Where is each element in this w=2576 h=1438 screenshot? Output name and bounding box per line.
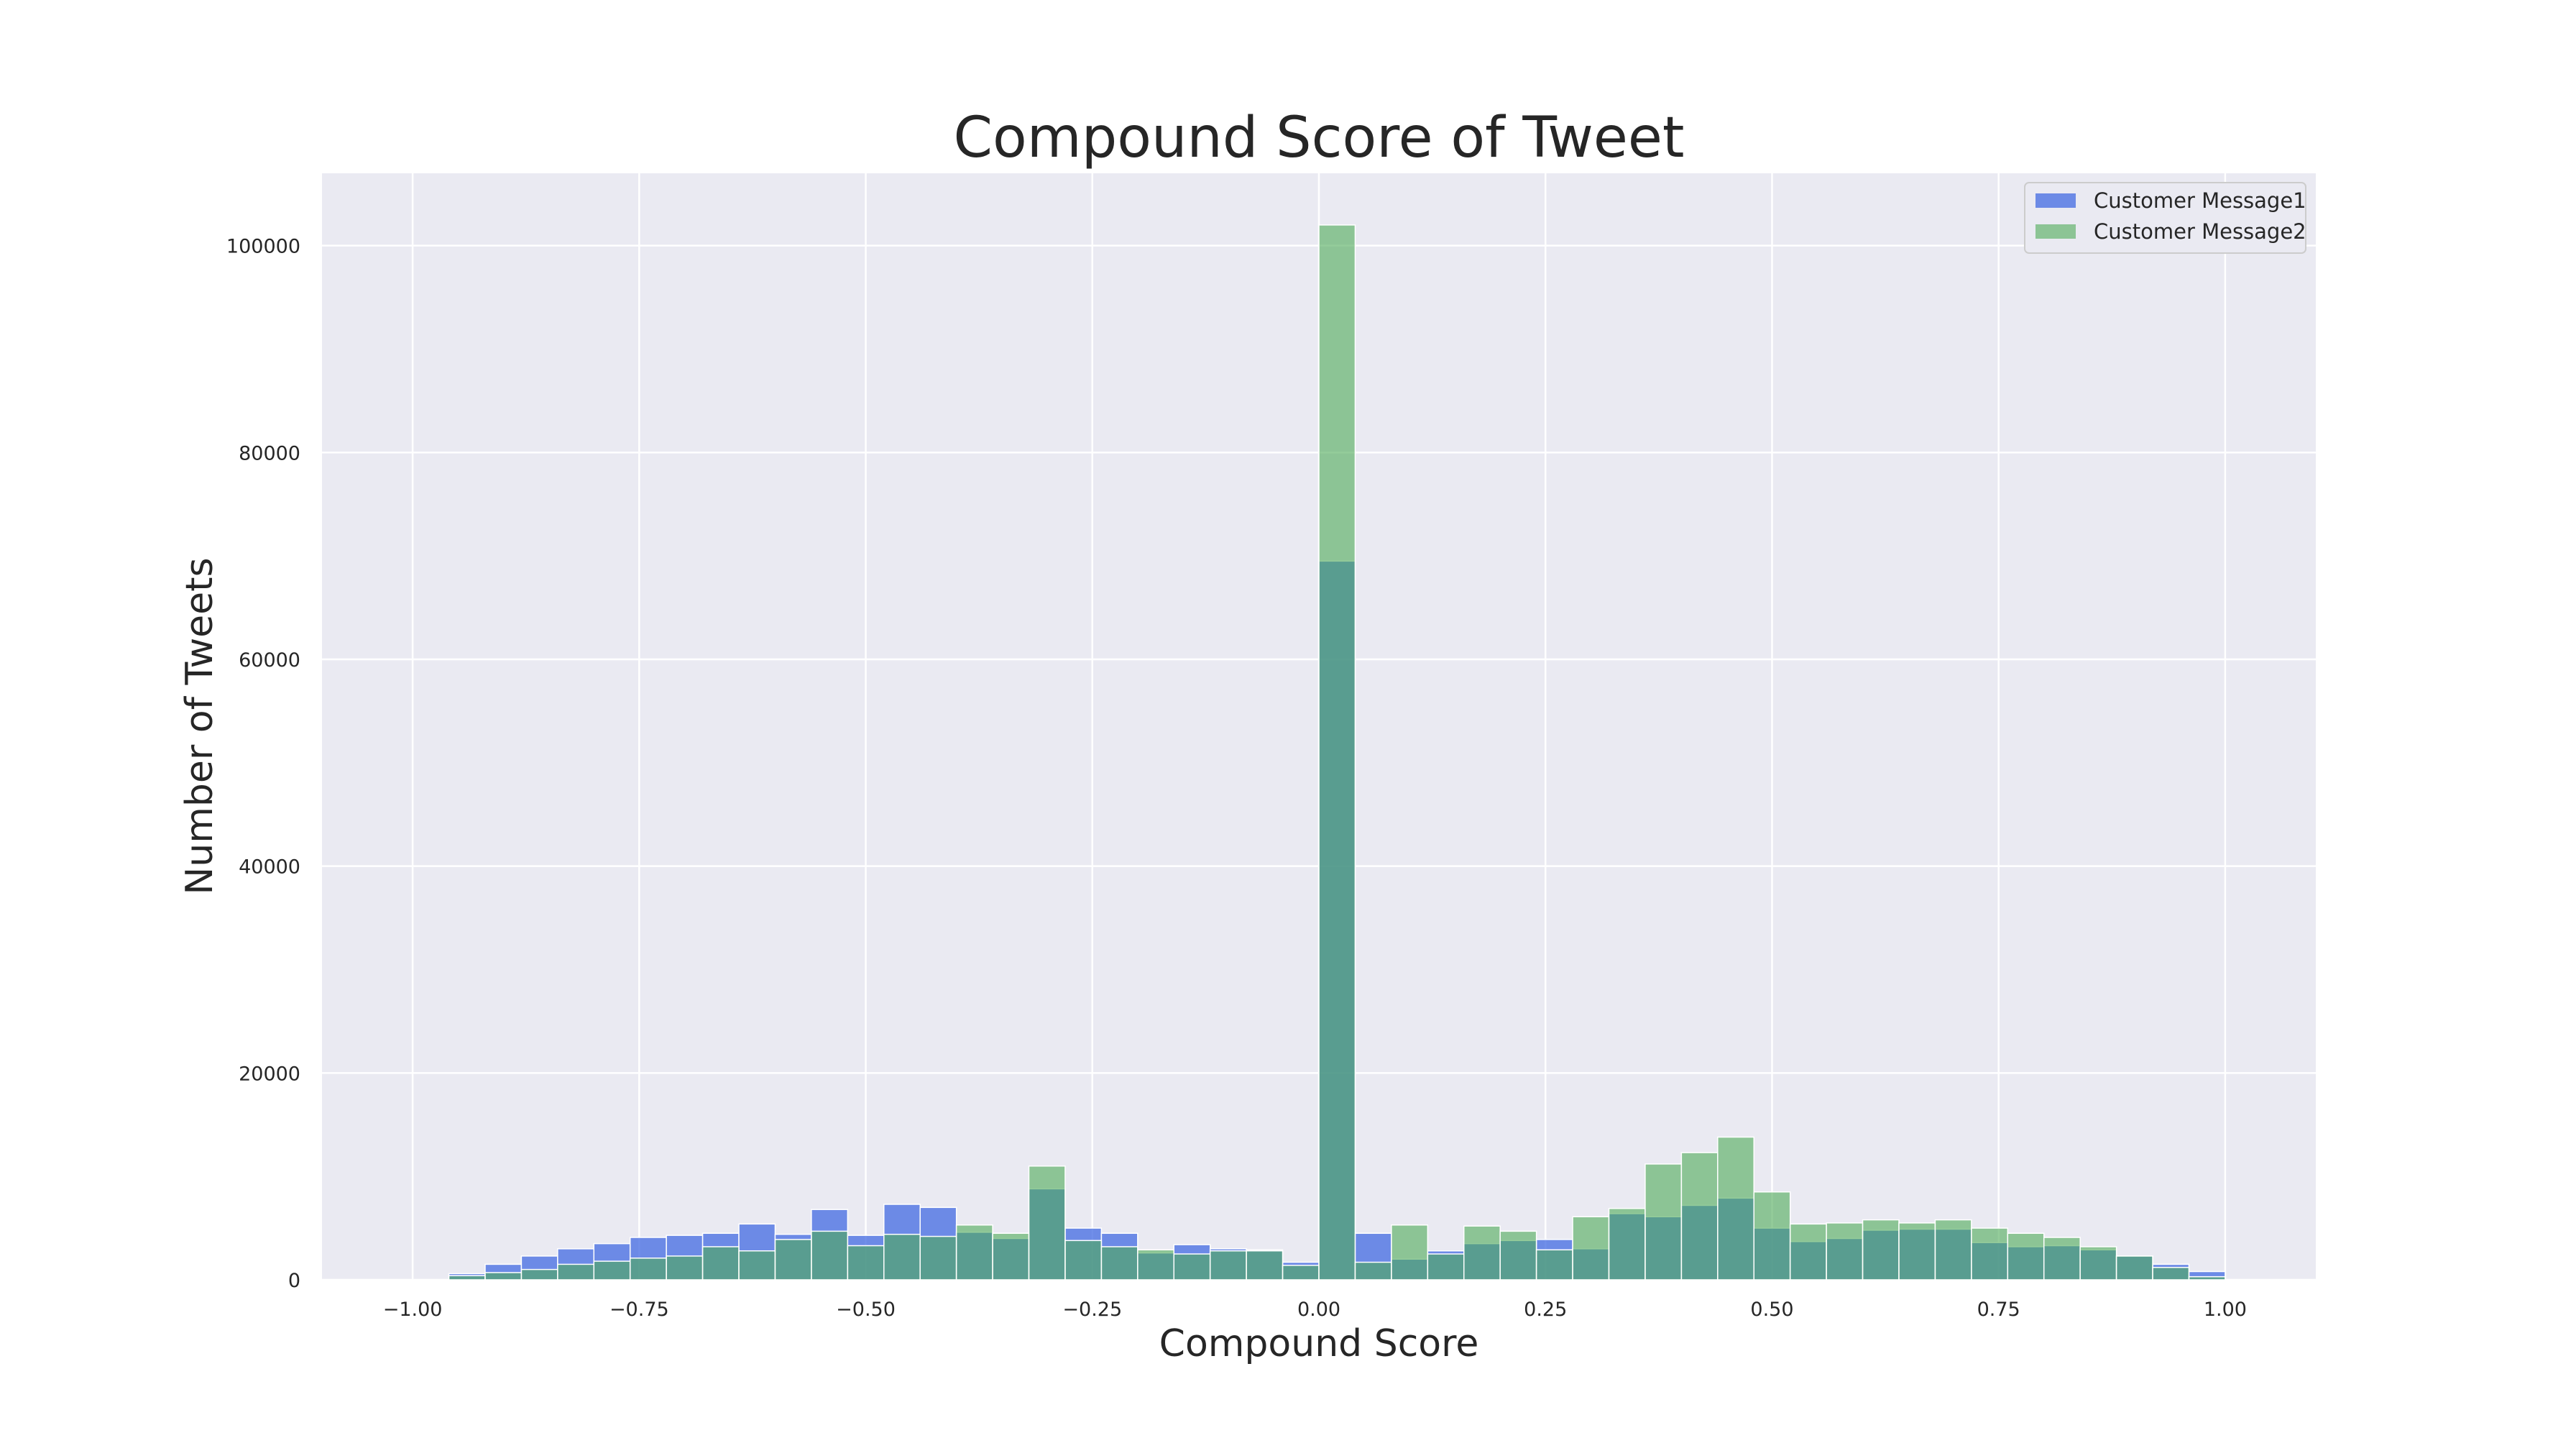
legend-label-customer-message1: Customer Message1 [2094, 188, 2306, 213]
histogram-bar [1173, 1253, 1211, 1281]
histogram-bar [1826, 1222, 1864, 1281]
chart-title: Compound Score of Tweet [954, 106, 1685, 170]
histogram-bar [1427, 1253, 1465, 1281]
histogram-bar [484, 1272, 523, 1281]
histogram-bar [666, 1255, 704, 1281]
x-tick-label: −0.50 [836, 1299, 896, 1321]
y-tick-label: 40000 [239, 856, 300, 879]
x-tick-label: −1.00 [383, 1299, 443, 1321]
histogram-bar [919, 1235, 957, 1281]
histogram-bar [1209, 1250, 1247, 1281]
histogram-bar [1282, 1265, 1320, 1281]
histogram-bar [1463, 1225, 1501, 1281]
y-tick-label: 80000 [239, 442, 300, 464]
histogram-bar [955, 1224, 993, 1281]
histogram-bar [1499, 1230, 1537, 1281]
histogram-bar [702, 1246, 740, 1281]
histogram-bar [2079, 1246, 2117, 1281]
legend-swatch-customer-message1 [2036, 193, 2076, 208]
histogram-bar [1789, 1223, 1827, 1281]
tick-labels: −1.00 −0.75 −0.50 −0.25 0.00 0.25 0.50 0.75 1.00… [226, 236, 2247, 1321]
x-tick-label: −0.75 [610, 1299, 669, 1321]
histogram-bar [1680, 1152, 1719, 1281]
bars [448, 224, 2226, 1281]
legend-label-customer-message2: Customer Message2 [2094, 219, 2306, 244]
legend: Customer Message1 Customer Message2 [2024, 182, 2306, 254]
histogram-bar [1100, 1246, 1138, 1281]
histogram-bar [2188, 1276, 2226, 1281]
histogram-bar [1246, 1250, 1284, 1281]
histogram-bar [738, 1250, 776, 1281]
histogram-bar [1064, 1240, 1103, 1281]
histogram-bar [1572, 1216, 1610, 1281]
y-axis-label: Number of Tweets [178, 557, 221, 894]
histogram-bar [883, 1233, 921, 1281]
histogram-bar [2115, 1255, 2153, 1281]
x-tick-label: 0.00 [1297, 1299, 1340, 1321]
histogram-bar [520, 1268, 558, 1281]
y-tick-label: 20000 [239, 1063, 300, 1085]
series-2-bars [448, 224, 2226, 1281]
x-tick-label: 0.75 [1977, 1299, 2020, 1321]
histogram-bar [593, 1260, 631, 1281]
histogram-bar [1391, 1224, 1429, 1281]
histogram-bar [1137, 1249, 1175, 1281]
histogram-bar [2152, 1266, 2190, 1281]
x-tick-label: 1.00 [2204, 1299, 2247, 1321]
histogram-bar [1753, 1191, 1791, 1281]
histogram-bar [992, 1232, 1030, 1281]
histogram-bar [1608, 1208, 1646, 1281]
histogram-bar [1971, 1227, 2009, 1281]
histogram-bar [2043, 1237, 2081, 1281]
histogram-bar [847, 1245, 885, 1281]
histogram-bar [1862, 1219, 1900, 1281]
histogram-bar [1898, 1222, 1936, 1281]
histogram-bar [448, 1275, 486, 1281]
histogram-bar [1535, 1249, 1573, 1281]
histogram-bar [1318, 224, 1356, 1281]
x-axis-label: Compound Score [1159, 1322, 1479, 1365]
histogram-bar [774, 1239, 812, 1281]
x-tick-label: 0.25 [1524, 1299, 1567, 1321]
histogram-bar [1934, 1219, 1972, 1281]
x-tick-label: 0.50 [1750, 1299, 1793, 1321]
histogram-bar [557, 1263, 595, 1281]
legend-swatch-customer-message2 [2036, 224, 2076, 239]
histogram-bar [1028, 1165, 1066, 1281]
x-tick-label: −0.25 [1062, 1299, 1122, 1321]
histogram-bar [2007, 1232, 2045, 1281]
legend-box [2024, 182, 2306, 254]
y-tick-label: 0 [288, 1270, 300, 1292]
histogram-bar [629, 1258, 667, 1281]
y-tick-label: 100000 [226, 236, 300, 258]
histogram-bar [1717, 1136, 1754, 1281]
histogram-bar [1644, 1163, 1683, 1281]
histogram-bar [1354, 1261, 1392, 1281]
histogram-bar [811, 1230, 849, 1281]
y-tick-label: 60000 [239, 649, 300, 672]
